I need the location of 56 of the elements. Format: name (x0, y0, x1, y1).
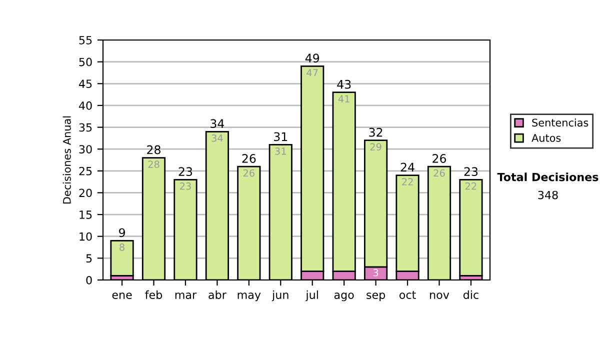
data-label: 8 (120, 244, 124, 251)
total-label: 23 (464, 167, 478, 176)
x-tick-label: ago (334, 292, 354, 302)
legend-label: Sentencias (532, 118, 588, 127)
legend-label: Autos (532, 134, 561, 142)
y-tick-label: 25 (79, 166, 92, 176)
data-label: 3 (373, 268, 378, 276)
total-label: 31 (274, 132, 288, 142)
x-tick-label: sep (366, 292, 386, 302)
data-label: 22 (465, 182, 476, 190)
x-tick-label: jun (272, 290, 288, 302)
x-tick-label: oct (400, 291, 416, 300)
y-tick-label: 45 (78, 80, 92, 88)
y-tick-label: 40 (78, 101, 92, 110)
data-label: 47 (306, 69, 318, 76)
y-tick-label: 10 (80, 232, 92, 241)
total-label: 26 (432, 154, 446, 163)
x-tick-label: mar (175, 292, 197, 300)
x-tick-label: jul (306, 290, 318, 302)
total-label: 34 (210, 119, 224, 128)
x-tick-label: may (238, 292, 261, 302)
total-label: 26 (242, 154, 256, 163)
y-tick-label: 50 (79, 58, 92, 66)
total-label: 49 (305, 54, 320, 63)
data-label: 26 (243, 169, 254, 177)
y-axis-title: Decisiones Anual (62, 116, 71, 204)
total-label: 9 (119, 228, 125, 238)
data-label: 23 (180, 182, 191, 190)
x-tick-label: abr (208, 290, 226, 300)
data-label: 41 (338, 95, 350, 102)
data-label: 28 (148, 160, 160, 168)
x-tick-label: ene (112, 292, 132, 300)
data-label: 29 (370, 143, 382, 151)
total-label: 32 (369, 128, 382, 137)
y-tick-label: 30 (79, 145, 92, 154)
y-tick-label: 20 (79, 188, 92, 198)
y-tick-label: 0 (86, 276, 92, 284)
bar (459, 178, 483, 276)
x-tick-label: dic (463, 290, 478, 300)
total-label: 28 (147, 145, 160, 154)
total-label: 23 (178, 167, 192, 176)
text: Total Decisiones (497, 172, 598, 182)
y-tick-label: 5 (86, 254, 92, 263)
data-label: 31 (275, 148, 286, 155)
bar (110, 240, 134, 276)
data-label: 26 (434, 169, 445, 177)
data-label: 22 (402, 178, 413, 186)
y-tick-label: 15 (80, 210, 92, 219)
y-tick-label: 35 (79, 123, 92, 132)
text: 348 (538, 190, 558, 200)
x-tick-label: nov (430, 292, 450, 300)
total-label: 43 (337, 80, 351, 89)
data-label: 34 (212, 134, 223, 142)
y-tick-label: 55 (79, 36, 92, 44)
total-label: 24 (400, 162, 414, 172)
x-tick-label: feb (145, 290, 162, 300)
